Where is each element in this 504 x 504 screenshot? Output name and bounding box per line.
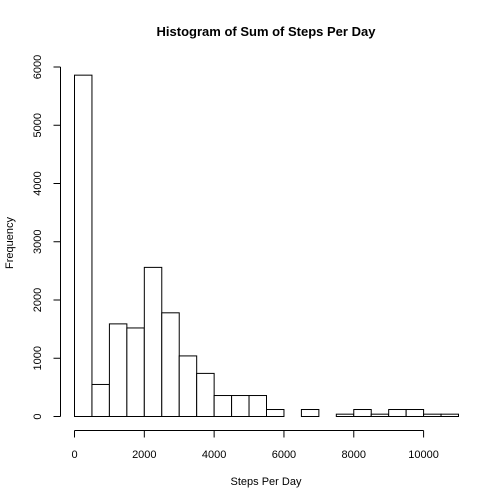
histogram-bar-3 — [126, 327, 145, 417]
histogram-bar-20 — [423, 413, 442, 418]
x-tick-label-5: 10000 — [408, 449, 439, 461]
histogram-bar-9 — [231, 395, 250, 417]
histogram-bar-5 — [161, 312, 180, 417]
histogram-bar-15 — [335, 413, 355, 418]
histogram-bar-7 — [196, 372, 215, 417]
chart-title: Histogram of Sum of Steps Per Day — [157, 24, 377, 39]
y-tick-label-6: 6000 — [32, 55, 44, 79]
histogram-bar-18 — [388, 409, 407, 418]
histogram-bar-10 — [248, 395, 268, 417]
y-axis: 0 1000 2000 3000 4000 5000 6000 — [32, 55, 61, 420]
bars-group — [74, 74, 459, 418]
y-tick-label-0: 0 — [32, 413, 44, 419]
histogram-bar-13 — [300, 409, 320, 418]
y-tick-label-1: 1000 — [32, 346, 44, 370]
y-tick-label-4: 4000 — [32, 171, 44, 195]
histogram-bar-21 — [440, 413, 459, 418]
x-tick-label-0: 0 — [71, 449, 77, 461]
y-axis-label: Frequency — [4, 217, 16, 269]
y-tick-label-3: 3000 — [32, 230, 44, 254]
x-tick-label-2: 4000 — [202, 449, 226, 461]
histogram-bar-2 — [108, 323, 128, 418]
histogram-bar-4 — [143, 266, 163, 417]
x-axis: 0 2000 4000 6000 8000 10000 — [71, 430, 439, 461]
histogram-bar-0 — [74, 74, 93, 417]
x-axis-label: Steps Per Day — [231, 476, 302, 488]
x-tick-label-3: 6000 — [272, 449, 296, 461]
x-tick-label-4: 8000 — [342, 449, 366, 461]
histogram-bar-17 — [370, 413, 390, 418]
histogram-bar-8 — [213, 395, 233, 417]
histogram-bar-11 — [266, 409, 285, 418]
y-tick-label-2: 2000 — [32, 288, 44, 312]
x-tick-label-1: 2000 — [132, 449, 156, 461]
histogram-bar-1 — [91, 383, 110, 417]
histogram-bar-6 — [178, 355, 198, 418]
histogram-bar-19 — [405, 409, 425, 418]
y-tick-label-5: 5000 — [32, 113, 44, 137]
histogram-bar-16 — [353, 409, 372, 418]
